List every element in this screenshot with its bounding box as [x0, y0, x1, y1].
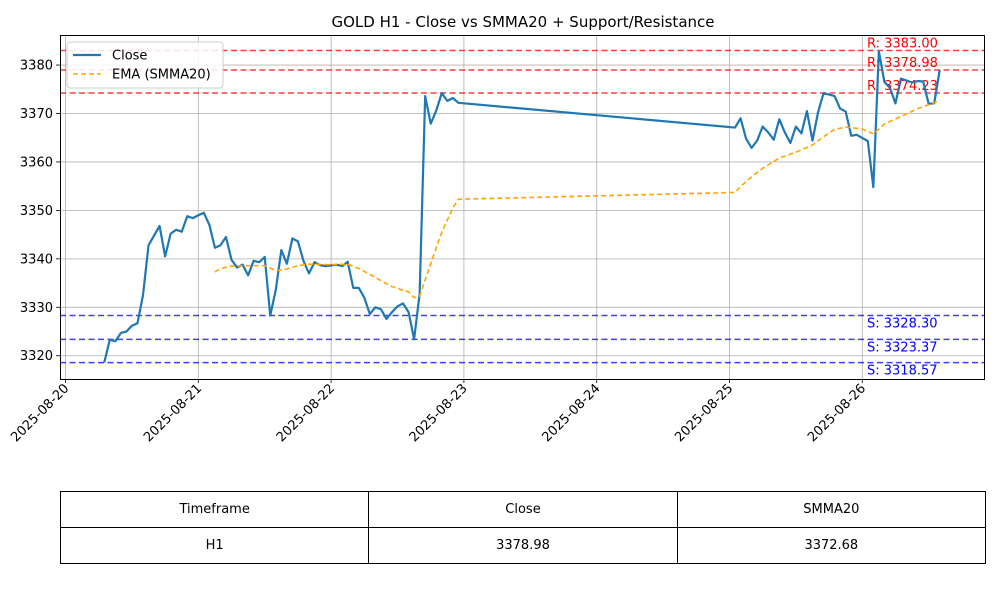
x-tick-label: 2025-08-20 — [8, 381, 72, 445]
y-tick-label: 3380 — [20, 59, 53, 74]
x-axis: 2025-08-20 2025-08-21 2025-08-22 2025-08-23… — [8, 379, 869, 445]
y-tick-label: 3340 — [20, 252, 53, 267]
support-label: S: 3323.37 — [867, 340, 938, 355]
table-header-cell: Timeframe — [59, 491, 370, 528]
table-header-cell: SMMA20 — [676, 491, 987, 528]
y-tick-label: 3350 — [20, 204, 53, 219]
table-cell: 3372.68 — [676, 527, 987, 564]
series-line-close — [103, 50, 941, 363]
legend-box — [66, 41, 224, 89]
y-tick-label: 3370 — [20, 107, 53, 122]
table-header-row: Timeframe Close SMMA20 — [59, 491, 987, 528]
table-cell: H1 — [59, 527, 370, 564]
legend-label-smma20: EMA (SMMA20) — [112, 68, 211, 83]
x-tick-label: 2025-08-23 — [407, 381, 471, 445]
chart-title: GOLD H1 - Close vs SMMA20 + Support/Resi… — [331, 13, 714, 31]
x-tick-label: 2025-08-22 — [274, 381, 338, 445]
y-tick-label: 3360 — [20, 155, 53, 170]
x-tick-label: 2025-08-24 — [539, 381, 603, 445]
summary-table: Timeframe Close SMMA20 H1 3378.98 3372.6… — [59, 491, 987, 564]
table-header-cell: Close — [368, 491, 678, 528]
y-axis: 3320 3330 3340 3350 3360 3370 3380 — [20, 59, 60, 364]
resistance-label: R: 3383.00 — [867, 37, 938, 52]
support-label: S: 3328.30 — [867, 317, 938, 332]
x-tick-label: 2025-08-26 — [805, 381, 869, 445]
resistance-label: R: 3378.98 — [867, 56, 938, 71]
chart: GOLD H1 - Close vs SMMA20 + Support/Resi… — [8, 13, 985, 445]
support-resistance-levels: R: 3383.00R: 3378.98R: 3374.23S: 3328.30… — [60, 37, 984, 379]
y-tick-label: 3320 — [20, 349, 53, 364]
x-tick-label: 2025-08-25 — [672, 381, 736, 445]
series-line-smma20 — [214, 99, 941, 299]
table-row: H1 3378.98 3372.68 — [59, 527, 987, 564]
legend-label-close: Close — [112, 49, 147, 64]
support-label: S: 3318.57 — [867, 364, 938, 379]
plot-frame — [60, 35, 985, 380]
legend: Close EMA (SMMA20) — [66, 41, 224, 89]
series-lines — [103, 50, 941, 363]
y-tick-label: 3330 — [20, 301, 53, 316]
table-cell: 3378.98 — [368, 527, 678, 564]
x-tick-label: 2025-08-21 — [141, 381, 205, 445]
